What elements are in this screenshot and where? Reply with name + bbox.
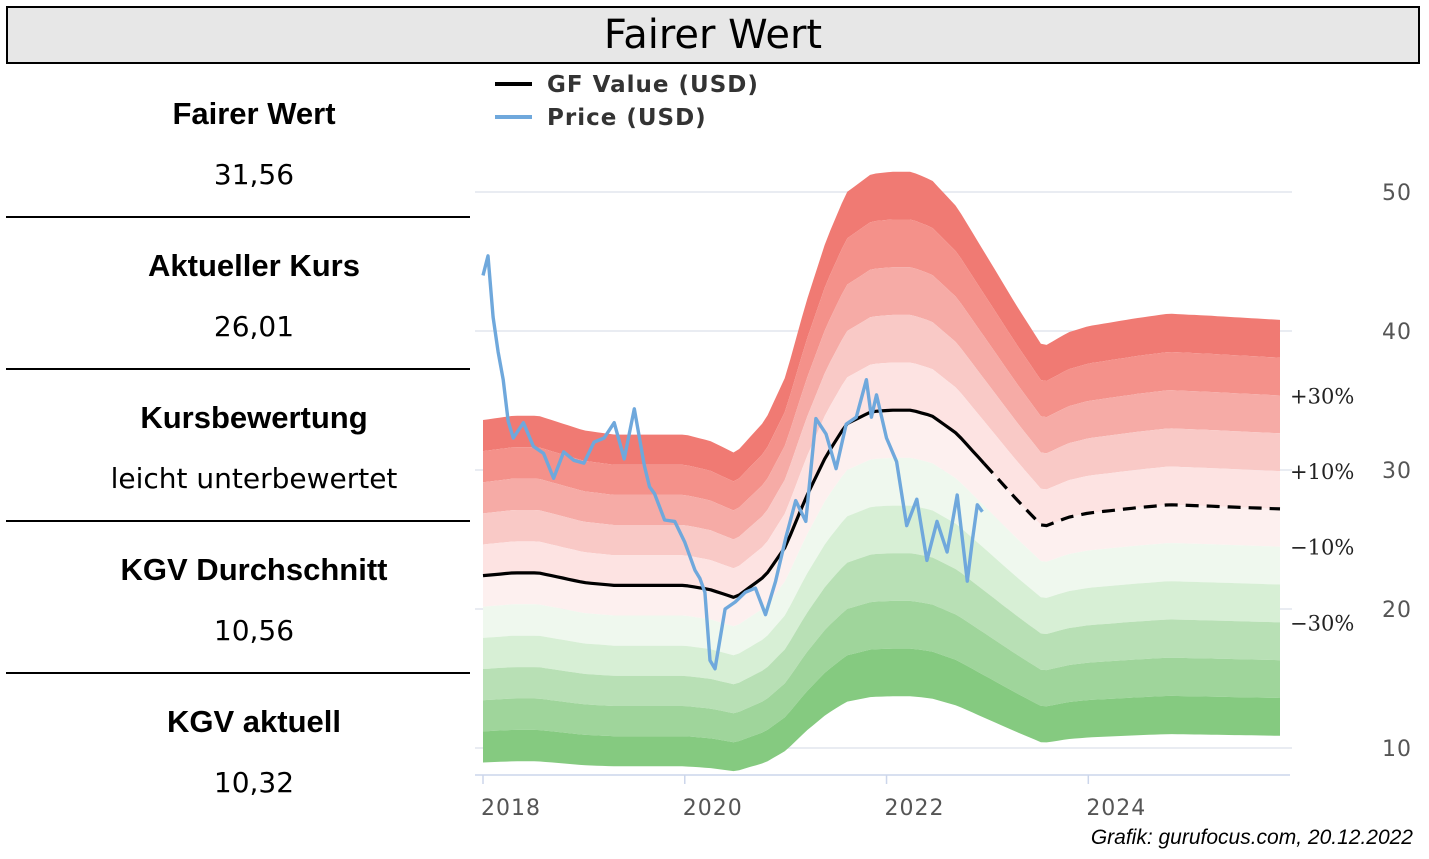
y-tick-label: 40 xyxy=(1382,320,1412,345)
valuation-band xyxy=(483,600,1280,743)
stat-fair-value: Fairer Wert 31,56 xyxy=(6,66,470,218)
valuation-band xyxy=(483,267,1280,540)
stat-current-price: Aktueller Kurs 26,01 xyxy=(6,218,470,370)
divider xyxy=(6,216,470,218)
page-title: Fairer Wert xyxy=(6,6,1420,64)
stat-label: Kursbewertung xyxy=(140,400,368,435)
price-line xyxy=(481,254,984,671)
gf-value-chart: 2018 2020 2022 2024 10 20 30 40 50 +30% +10% −10% −3… xyxy=(475,72,1412,821)
divider xyxy=(6,520,470,522)
divider xyxy=(6,672,470,674)
stat-label: Aktueller Kurs xyxy=(148,248,360,283)
x-tick-label: 2020 xyxy=(683,796,743,821)
x-tick-label: 2018 xyxy=(481,796,541,821)
y-tick-label: 50 xyxy=(1382,181,1412,206)
valuation-band xyxy=(483,648,1280,772)
y-tick-label: 30 xyxy=(1382,459,1412,484)
valuation-band xyxy=(483,314,1280,569)
stat-valuation: Kursbewertung leicht unterbewertet xyxy=(6,370,470,522)
stat-value: 31,56 xyxy=(213,158,295,191)
gf-value-line xyxy=(482,408,986,599)
valuation-band xyxy=(483,219,1280,511)
gf-value-projection-line xyxy=(982,462,1281,528)
x-tick-label: 2024 xyxy=(1086,796,1146,821)
x-tick-label: 2022 xyxy=(885,796,945,821)
stat-value: leicht unterbewertet xyxy=(110,462,398,495)
y-tick-label: 20 xyxy=(1382,598,1412,623)
stat-pe-average: KGV Durchschnitt 10,56 xyxy=(6,522,470,674)
y-tick-label: 10 xyxy=(1382,737,1412,762)
stat-value: 10,56 xyxy=(213,614,295,647)
stat-pe-current: KGV aktuell 10,32 xyxy=(6,674,470,826)
stat-label: KGV aktuell xyxy=(167,704,341,739)
band-label: −30% xyxy=(1290,611,1354,635)
chart-credit: Grafik: gurufocus.com, 20.12.2022 xyxy=(1090,826,1413,849)
band-label: +30% xyxy=(1290,384,1354,408)
band-label: +10% xyxy=(1290,460,1354,484)
stat-value: 26,01 xyxy=(213,310,295,343)
stat-label: KGV Durchschnitt xyxy=(120,552,388,587)
valuation-band xyxy=(483,457,1280,656)
legend-label: Price (USD) xyxy=(547,105,707,131)
valuation-band xyxy=(483,505,1280,685)
stat-value: 10,32 xyxy=(213,766,295,799)
valuation-band xyxy=(483,410,1280,627)
band-label: −10% xyxy=(1290,536,1354,560)
valuation-band xyxy=(483,171,1280,482)
divider xyxy=(6,368,470,370)
stats-panel: Fairer Wert 31,56 Aktueller Kurs 26,01 K… xyxy=(6,66,470,826)
legend-label: GF Value (USD) xyxy=(547,72,759,98)
stat-label: Fairer Wert xyxy=(172,96,336,131)
valuation-band xyxy=(483,553,1280,714)
